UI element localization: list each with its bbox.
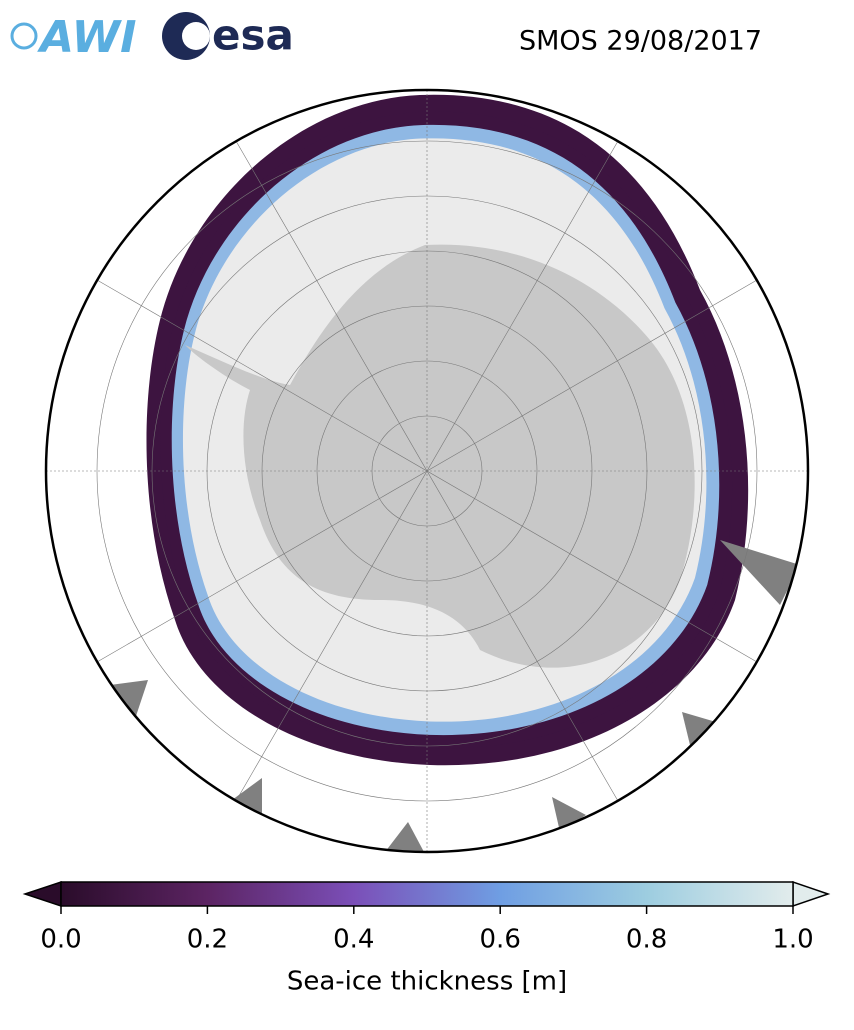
colorbar-tick-label: 1.0 xyxy=(772,925,813,955)
logo-awi-text: AWI xyxy=(37,12,137,63)
land xyxy=(110,540,800,852)
logo-esa-text: esa xyxy=(212,11,294,60)
colorbar: Sea-ice thickness [m] 0.0 0.2 0.4 0.6 0.8 1.0 xyxy=(22,880,831,997)
colorbar-label: Sea-ice thickness [m] xyxy=(287,967,567,997)
graticule xyxy=(46,90,808,852)
antarctica xyxy=(185,244,695,668)
colorbar-ramp xyxy=(60,881,794,907)
map-frame xyxy=(44,88,810,854)
colorbar-tick-label: 0.4 xyxy=(333,925,374,955)
colorbar-tick-label: 0.2 xyxy=(187,925,228,955)
map-title: SMOS 29/08/2017 xyxy=(519,26,762,57)
colorbar-tick-label: 0.6 xyxy=(480,925,521,955)
colorbar-tick-label: 0.8 xyxy=(626,925,667,955)
map xyxy=(46,90,808,852)
logo-awi: AWI xyxy=(10,12,137,63)
logo-esa: esa xyxy=(162,11,294,60)
colorbar-tick-label: 0.0 xyxy=(40,925,81,955)
